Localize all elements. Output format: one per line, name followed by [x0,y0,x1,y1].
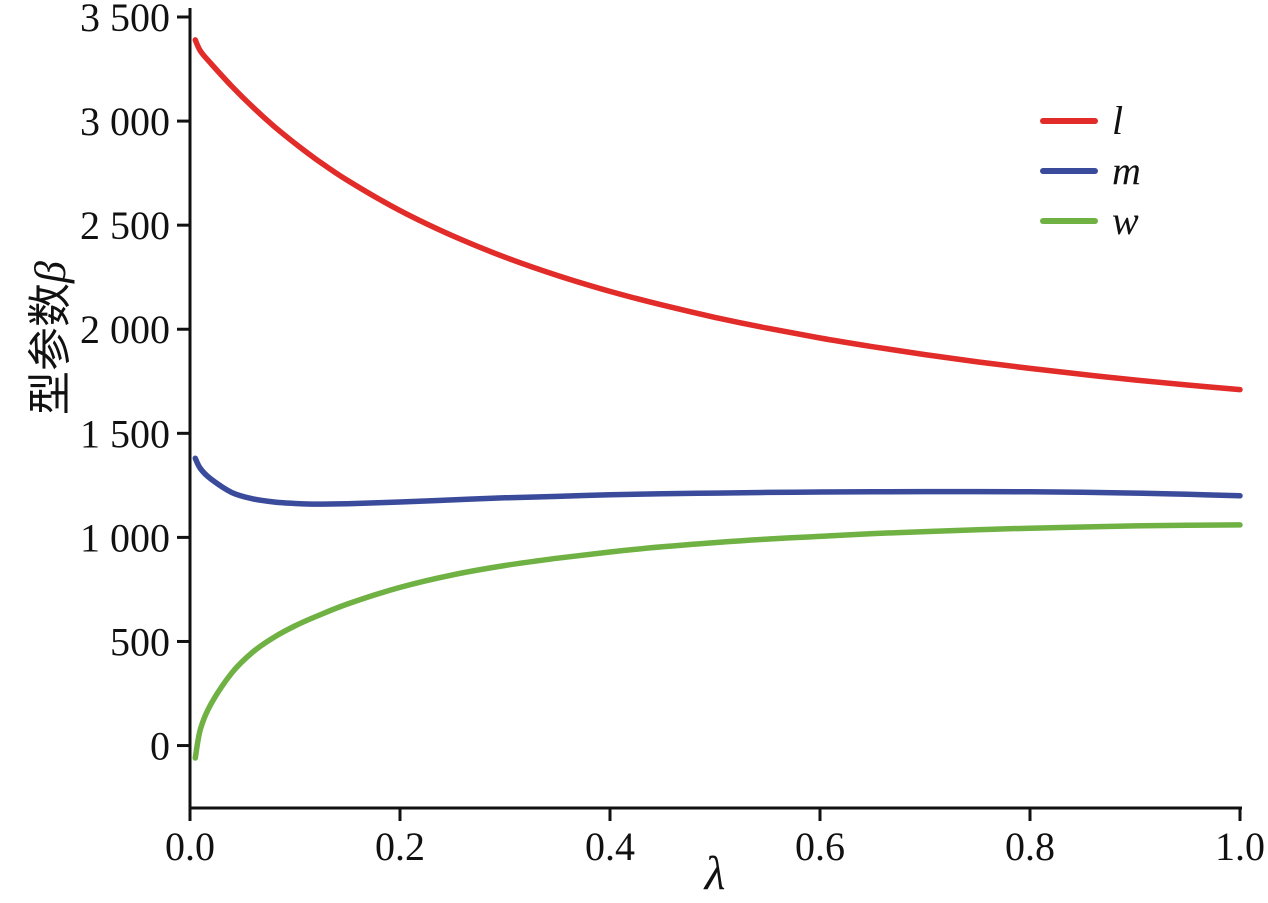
y-tick-label: 2 000 [80,307,170,352]
y-axis-label-beta: β [26,261,75,283]
y-tick-label: 1 000 [80,515,170,560]
series-line-m [192,455,1243,507]
legend: l m w [1040,98,1141,243]
legend-entry-m: m [1040,148,1141,193]
y-tick-label: 1 500 [80,411,170,456]
y-tick-label: 0 [150,724,170,769]
legend-line-swatch-m [1040,168,1098,174]
series-line-l [192,37,1243,393]
y-tick-label: 3 500 [80,0,170,40]
x-tick-label: 0.4 [585,824,635,869]
x-tick-label: 0.8 [1005,824,1055,869]
legend-line-swatch-w [1040,218,1098,224]
y-axis-label: 型参数β [14,261,78,415]
y-tick-label: 2 500 [80,203,170,248]
x-axis-label: λ [704,847,726,900]
legend-entry-w: w [1040,198,1141,243]
x-tick-label: 0.0 [165,824,215,869]
series-line-w [192,522,1243,761]
x-tick-label: 1.0 [1215,824,1265,869]
legend-entry-l: l [1040,98,1141,143]
x-tick-label: 0.2 [375,824,425,869]
x-tick-label: 0.6 [795,824,845,869]
legend-label-w: w [1112,198,1139,243]
legend-label-m: m [1112,148,1141,193]
y-axis-label-cjk: 型参数 [26,282,75,415]
legend-line-swatch-l [1040,118,1098,124]
y-tick-label: 500 [110,619,170,664]
y-tick-label: 3 000 [80,99,170,144]
legend-label-l: l [1112,98,1124,143]
